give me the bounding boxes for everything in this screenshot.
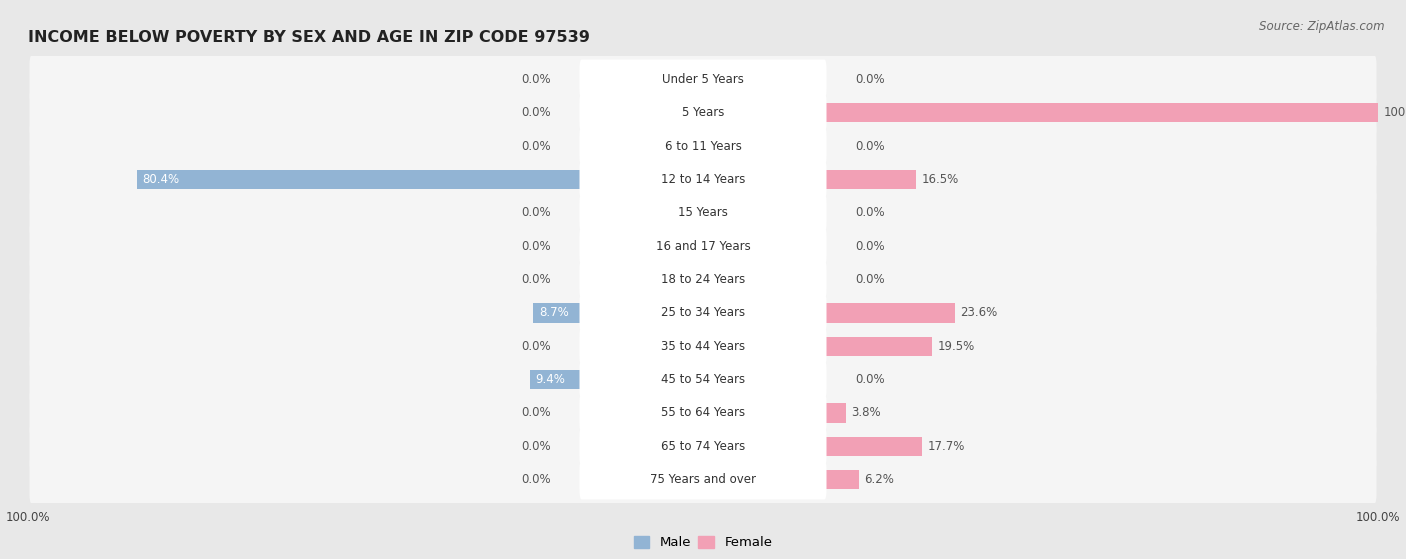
- Bar: [824, 303, 955, 323]
- Text: 0.0%: 0.0%: [522, 406, 551, 419]
- FancyBboxPatch shape: [579, 160, 827, 199]
- Bar: [824, 170, 915, 189]
- FancyBboxPatch shape: [30, 289, 1376, 337]
- Text: 45 to 54 Years: 45 to 54 Years: [661, 373, 745, 386]
- Text: 75 Years and over: 75 Years and over: [650, 473, 756, 486]
- Bar: [136, 170, 582, 189]
- FancyBboxPatch shape: [579, 93, 827, 132]
- Text: 55 to 64 Years: 55 to 64 Years: [661, 406, 745, 419]
- Bar: [824, 103, 1378, 122]
- Text: 80.4%: 80.4%: [142, 173, 179, 186]
- Text: 0.0%: 0.0%: [522, 340, 551, 353]
- Text: 9.4%: 9.4%: [534, 373, 565, 386]
- Bar: [824, 470, 859, 490]
- FancyBboxPatch shape: [30, 189, 1376, 236]
- FancyBboxPatch shape: [579, 460, 827, 499]
- Text: 16.5%: 16.5%: [921, 173, 959, 186]
- Text: 19.5%: 19.5%: [938, 340, 974, 353]
- FancyBboxPatch shape: [579, 326, 827, 366]
- Bar: [824, 337, 932, 356]
- Text: 0.0%: 0.0%: [855, 140, 884, 153]
- Text: Under 5 Years: Under 5 Years: [662, 73, 744, 86]
- Text: 8.7%: 8.7%: [538, 306, 568, 319]
- Text: 6.2%: 6.2%: [865, 473, 894, 486]
- FancyBboxPatch shape: [30, 122, 1376, 170]
- Bar: [533, 303, 582, 323]
- FancyBboxPatch shape: [30, 256, 1376, 303]
- Text: 23.6%: 23.6%: [960, 306, 998, 319]
- Text: 5 Years: 5 Years: [682, 106, 724, 119]
- Text: 0.0%: 0.0%: [855, 73, 884, 86]
- Text: Source: ZipAtlas.com: Source: ZipAtlas.com: [1260, 20, 1385, 32]
- FancyBboxPatch shape: [579, 427, 827, 466]
- Text: 16 and 17 Years: 16 and 17 Years: [655, 240, 751, 253]
- Text: 0.0%: 0.0%: [522, 106, 551, 119]
- Text: 3.8%: 3.8%: [851, 406, 880, 419]
- Text: 0.0%: 0.0%: [855, 240, 884, 253]
- Text: 25 to 34 Years: 25 to 34 Years: [661, 306, 745, 319]
- FancyBboxPatch shape: [579, 60, 827, 99]
- Text: 0.0%: 0.0%: [522, 140, 551, 153]
- Legend: Male, Female: Male, Female: [628, 530, 778, 555]
- Text: 18 to 24 Years: 18 to 24 Years: [661, 273, 745, 286]
- FancyBboxPatch shape: [579, 126, 827, 165]
- FancyBboxPatch shape: [30, 323, 1376, 370]
- FancyBboxPatch shape: [579, 226, 827, 266]
- Text: 35 to 44 Years: 35 to 44 Years: [661, 340, 745, 353]
- Text: 0.0%: 0.0%: [522, 73, 551, 86]
- Text: 0.0%: 0.0%: [522, 473, 551, 486]
- FancyBboxPatch shape: [579, 360, 827, 399]
- FancyBboxPatch shape: [30, 389, 1376, 437]
- Text: 0.0%: 0.0%: [855, 273, 884, 286]
- Text: 0.0%: 0.0%: [522, 273, 551, 286]
- FancyBboxPatch shape: [579, 260, 827, 299]
- FancyBboxPatch shape: [30, 456, 1376, 504]
- Bar: [824, 437, 922, 456]
- FancyBboxPatch shape: [30, 156, 1376, 203]
- FancyBboxPatch shape: [30, 55, 1376, 103]
- Bar: [824, 403, 845, 423]
- Text: 0.0%: 0.0%: [522, 440, 551, 453]
- FancyBboxPatch shape: [579, 193, 827, 233]
- FancyBboxPatch shape: [30, 423, 1376, 470]
- Text: 17.7%: 17.7%: [928, 440, 965, 453]
- Text: INCOME BELOW POVERTY BY SEX AND AGE IN ZIP CODE 97539: INCOME BELOW POVERTY BY SEX AND AGE IN Z…: [28, 30, 591, 45]
- Bar: [530, 370, 582, 389]
- FancyBboxPatch shape: [30, 222, 1376, 270]
- Text: 12 to 14 Years: 12 to 14 Years: [661, 173, 745, 186]
- Text: 0.0%: 0.0%: [522, 206, 551, 219]
- Text: 0.0%: 0.0%: [855, 373, 884, 386]
- Text: 65 to 74 Years: 65 to 74 Years: [661, 440, 745, 453]
- FancyBboxPatch shape: [30, 89, 1376, 136]
- Text: 0.0%: 0.0%: [522, 240, 551, 253]
- FancyBboxPatch shape: [579, 293, 827, 333]
- Text: 100.0%: 100.0%: [1384, 106, 1406, 119]
- Text: 6 to 11 Years: 6 to 11 Years: [665, 140, 741, 153]
- Text: 15 Years: 15 Years: [678, 206, 728, 219]
- FancyBboxPatch shape: [30, 356, 1376, 403]
- Text: 0.0%: 0.0%: [855, 206, 884, 219]
- FancyBboxPatch shape: [579, 394, 827, 433]
